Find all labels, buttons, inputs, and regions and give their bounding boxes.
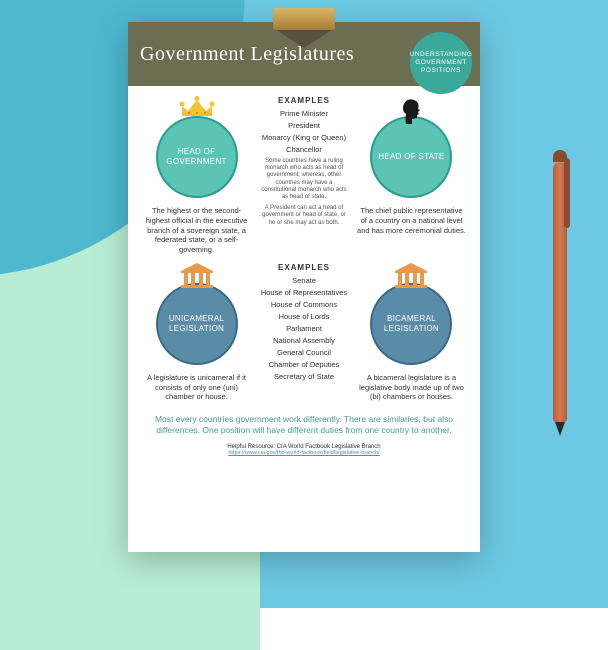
ex-item: National Assembly <box>259 336 349 345</box>
ex-note: Some countries have a ruling monarch who… <box>259 158 349 201</box>
bicameral: BICAMERAL LEGISLATION A bicameral legisl… <box>353 263 470 402</box>
building-icon <box>393 263 429 292</box>
circle-label: BICAMERAL LEGISLATION <box>372 314 450 333</box>
ex-item: Secretary of State <box>259 372 349 381</box>
examples-legislation: EXAMPLES Senate House of Representatives… <box>259 263 349 402</box>
desc-head-gov: The highest or the second-highest offici… <box>138 206 255 255</box>
ex-item: House of Lords <box>259 312 349 321</box>
crown-icon <box>179 96 215 123</box>
circle-head-gov: HEAD OF GOVERNMENT <box>156 116 238 198</box>
ex-item: Chamber of Deputies <box>259 360 349 369</box>
ex-item: General Council <box>259 348 349 357</box>
document-page: Government Legislatures UNDERSTANDING GO… <box>128 22 480 552</box>
ex-item: Monarcy (King or Queen) <box>259 133 349 142</box>
binder-clip <box>273 8 335 48</box>
footer-text: Most every countries government work dif… <box>138 410 470 440</box>
ex-item: House of Commons <box>259 300 349 309</box>
ex-item: Parliament <box>259 324 349 333</box>
ex-item: House of Representatives <box>259 288 349 297</box>
page-content: HEAD OF GOVERNMENT The highest or the se… <box>128 86 480 462</box>
circle-label: UNICAMERAL LEGISLATION <box>158 314 236 333</box>
ex-item: Chancellor <box>259 145 349 154</box>
examples-heading: EXAMPLES <box>259 96 349 105</box>
head-of-government: HEAD OF GOVERNMENT The highest or the se… <box>138 96 255 255</box>
desc-head-state: The chief public representative of a cou… <box>353 206 470 235</box>
building-icon <box>179 263 215 292</box>
head-of-state: HEAD OF STATE The chief public represent… <box>353 96 470 255</box>
ex-item: Senate <box>259 276 349 285</box>
row-heads: HEAD OF GOVERNMENT The highest or the se… <box>138 96 470 255</box>
silhouette-icon <box>396 96 426 127</box>
unicameral: UNICAMERAL LEGISLATION A legislature is … <box>138 263 255 402</box>
pen-decoration <box>552 150 568 510</box>
ex-item: President <box>259 121 349 130</box>
examples-heading: EXAMPLES <box>259 263 349 272</box>
circle-label: HEAD OF STATE <box>378 152 444 162</box>
circle-head-state: HEAD OF STATE <box>370 116 452 198</box>
examples-heads: EXAMPLES Prime Minister President Monarc… <box>259 96 349 255</box>
header-badge: UNDERSTANDING GOVERNMENT POSITIONS <box>410 32 472 94</box>
circle-bicameral: BICAMERAL LEGISLATION <box>370 283 452 365</box>
ex-note: A President can act a head of government… <box>259 205 349 227</box>
circle-unicameral: UNICAMERAL LEGISLATION <box>156 283 238 365</box>
row-legislation: UNICAMERAL LEGISLATION A legislature is … <box>138 263 470 402</box>
resource-link: https://www.cia.gov/the-world-factbook/f… <box>138 450 470 456</box>
ex-item: Prime Minister <box>259 109 349 118</box>
desc-unicameral: A legislature is unicameral if it consis… <box>138 373 255 402</box>
circle-label: HEAD OF GOVERNMENT <box>158 147 236 166</box>
desc-bicameral: A bicameral legislature is a legislative… <box>353 373 470 402</box>
